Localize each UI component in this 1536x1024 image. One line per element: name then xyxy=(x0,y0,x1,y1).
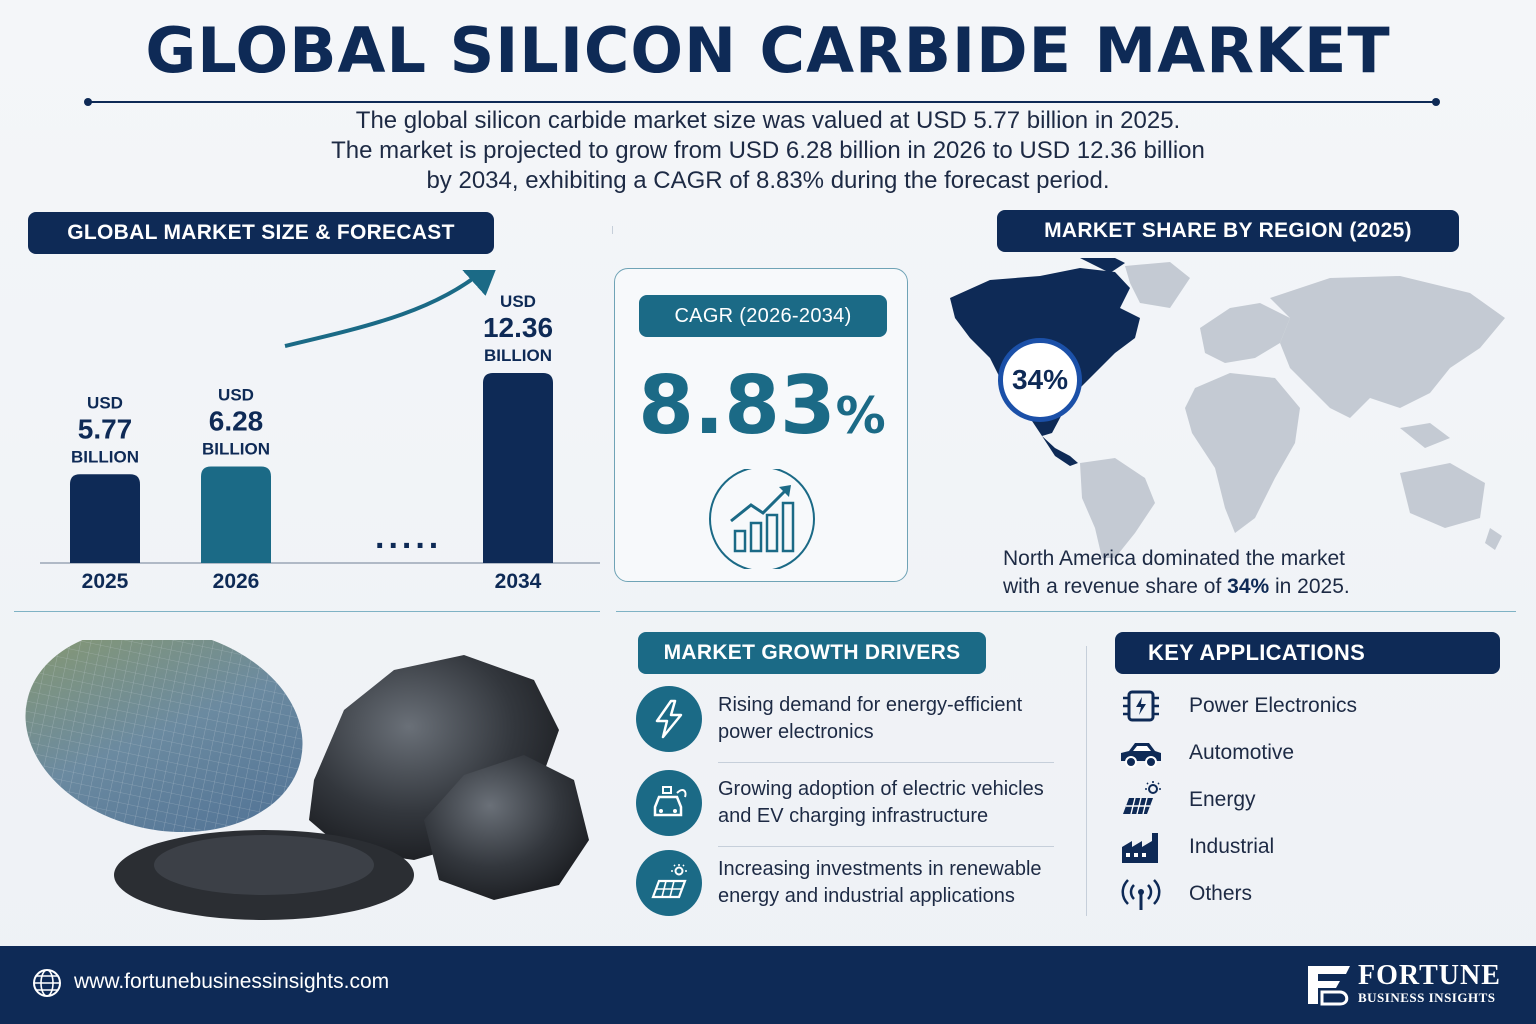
application-label: Energy xyxy=(1189,788,1256,811)
fortune-logo-icon xyxy=(1306,964,1352,1011)
divider-right xyxy=(616,611,1516,612)
footer: www.fortunebusinessinsights.com FORTUNE … xyxy=(0,946,1536,1024)
application-label: Industrial xyxy=(1189,835,1275,858)
bar-unit-label: BILLION xyxy=(484,346,552,365)
growth-chart-icon xyxy=(707,466,817,574)
driver-item: Growing adoption of electric vehicles and… xyxy=(636,770,1076,840)
application-item: Power Electronics xyxy=(1116,686,1496,726)
application-label: Others xyxy=(1189,882,1253,905)
car-icon xyxy=(1116,733,1166,773)
wafer-grid xyxy=(25,627,303,833)
page-title: GLOBAL SILICON CARBIDE MARKET xyxy=(145,14,1391,87)
application-item: Industrial xyxy=(1116,827,1496,867)
ev-charging-icon xyxy=(636,770,702,836)
globe-icon xyxy=(32,968,62,1003)
brand-name: FORTUNE xyxy=(1358,960,1501,991)
europe xyxy=(1200,303,1290,363)
bar-2034 xyxy=(483,373,553,563)
factory-icon xyxy=(1116,827,1166,867)
driver-line-2: energy and industrial applications xyxy=(718,885,1015,907)
region-header: MARKET SHARE BY REGION (2025) xyxy=(997,210,1459,252)
region-text-post: in 2025. xyxy=(1269,575,1350,598)
driver-item: Rising demand for energy-efficient power … xyxy=(636,686,1076,756)
driver-separator xyxy=(718,846,1054,847)
lightning-icon xyxy=(636,686,702,752)
cagr-card: CAGR (2026-2034) 8.83% xyxy=(614,268,908,582)
bar-unit-label: BILLION xyxy=(202,439,270,458)
divider-left xyxy=(14,611,600,612)
cagr-number: 8.83 xyxy=(638,359,836,452)
drivers-header: MARKET GROWTH DRIVERS xyxy=(638,632,986,674)
region-text-line-1: North America dominated the market xyxy=(1003,547,1345,570)
sic-powder-top xyxy=(154,835,374,895)
application-label: Automotive xyxy=(1189,741,1295,764)
brand-subtitle: BUSINESS INSIGHTS xyxy=(1358,990,1496,1005)
growth-arrow xyxy=(284,270,502,348)
application-item: Others xyxy=(1116,874,1496,914)
new-zealand xyxy=(1485,528,1502,550)
silicon-carbide-illustration xyxy=(14,627,604,935)
title-divider xyxy=(84,98,1440,106)
forecast-chart: ..... USD 5.77 BILLION 2025 USD 6.28 BILLION 20… xyxy=(40,270,600,600)
bar-value-label: 5.77 xyxy=(78,413,133,444)
greenland-north xyxy=(1080,253,1125,273)
south-america xyxy=(1080,458,1155,558)
asia xyxy=(1270,276,1505,418)
forecast-header: GLOBAL MARKET SIZE & FORECAST xyxy=(28,212,494,254)
indonesia xyxy=(1400,423,1450,448)
cagr-value: 8.83% xyxy=(615,359,909,452)
region-text-pre: with a revenue share of xyxy=(1003,575,1228,598)
region-share-badge: 34% xyxy=(998,338,1082,422)
signal-icon xyxy=(1116,874,1166,914)
bar-currency-label: USD xyxy=(218,385,254,404)
intro-line-2: The market is projected to grow from USD… xyxy=(331,137,1205,164)
intro-line-1: The global silicon carbide market size w… xyxy=(355,107,1181,134)
australia xyxy=(1400,463,1485,528)
africa xyxy=(1185,373,1300,533)
bar-currency-label: USD xyxy=(500,292,536,311)
region-text-bold: 34% xyxy=(1227,575,1270,598)
application-item: Energy xyxy=(1116,780,1496,820)
chip-icon xyxy=(1116,686,1166,726)
driver-separator xyxy=(718,762,1054,763)
section-divider-bottom xyxy=(1086,646,1087,916)
region-text-line-2: with a revenue share of 34% in 2025. xyxy=(1003,573,1483,601)
cagr-suffix: % xyxy=(835,387,886,445)
solar-icon xyxy=(1116,780,1166,820)
chart-bars: USD5.77BILLION2025USD6.28BILLION2026USD1… xyxy=(70,292,553,593)
driver-line-1: Increasing investments in renewable xyxy=(718,858,1042,880)
central-america xyxy=(1042,436,1078,466)
bar-category-label: 2034 xyxy=(495,570,542,593)
forecast-chart-svg: ..... USD5.77BILLION2025USD6.28BILLION20… xyxy=(40,270,600,593)
solar-panel-icon xyxy=(636,850,702,916)
driver-item: Increasing investments in renewable energ… xyxy=(636,850,1076,920)
driver-line-2: and EV charging infrastructure xyxy=(718,805,989,827)
bar-value-label: 6.28 xyxy=(209,405,264,436)
section-divider-top xyxy=(612,226,613,234)
driver-line-1: Rising demand for energy-efficient xyxy=(718,694,1023,716)
application-label: Power Electronics xyxy=(1189,694,1358,717)
intro-line-3: by 2034, exhibiting a CAGR of 8.83% duri… xyxy=(426,167,1110,194)
website-link[interactable]: www.fortunebusinessinsights.com xyxy=(74,970,390,993)
cagr-label: CAGR (2026-2034) xyxy=(639,295,887,337)
bar-category-label: 2025 xyxy=(82,570,129,593)
bar-2025 xyxy=(70,474,140,563)
region-description: North America dominated the market with … xyxy=(1003,545,1483,601)
bar-unit-label: BILLION xyxy=(71,447,139,466)
chart-ellipsis: ..... xyxy=(375,518,442,556)
driver-line-1: Growing adoption of electric vehicles xyxy=(718,778,1044,800)
driver-line-2: power electronics xyxy=(718,721,874,743)
bar-currency-label: USD xyxy=(87,393,123,412)
greenland xyxy=(1125,262,1190,308)
application-item: Automotive xyxy=(1116,733,1496,773)
bar-2026 xyxy=(201,466,271,563)
bar-category-label: 2026 xyxy=(213,570,260,593)
sic-rock-small xyxy=(424,755,589,900)
applications-header: KEY APPLICATIONS xyxy=(1115,632,1500,674)
bar-value-label: 12.36 xyxy=(483,312,553,343)
intro-text: The global silicon carbide market size w… xyxy=(150,106,1386,196)
